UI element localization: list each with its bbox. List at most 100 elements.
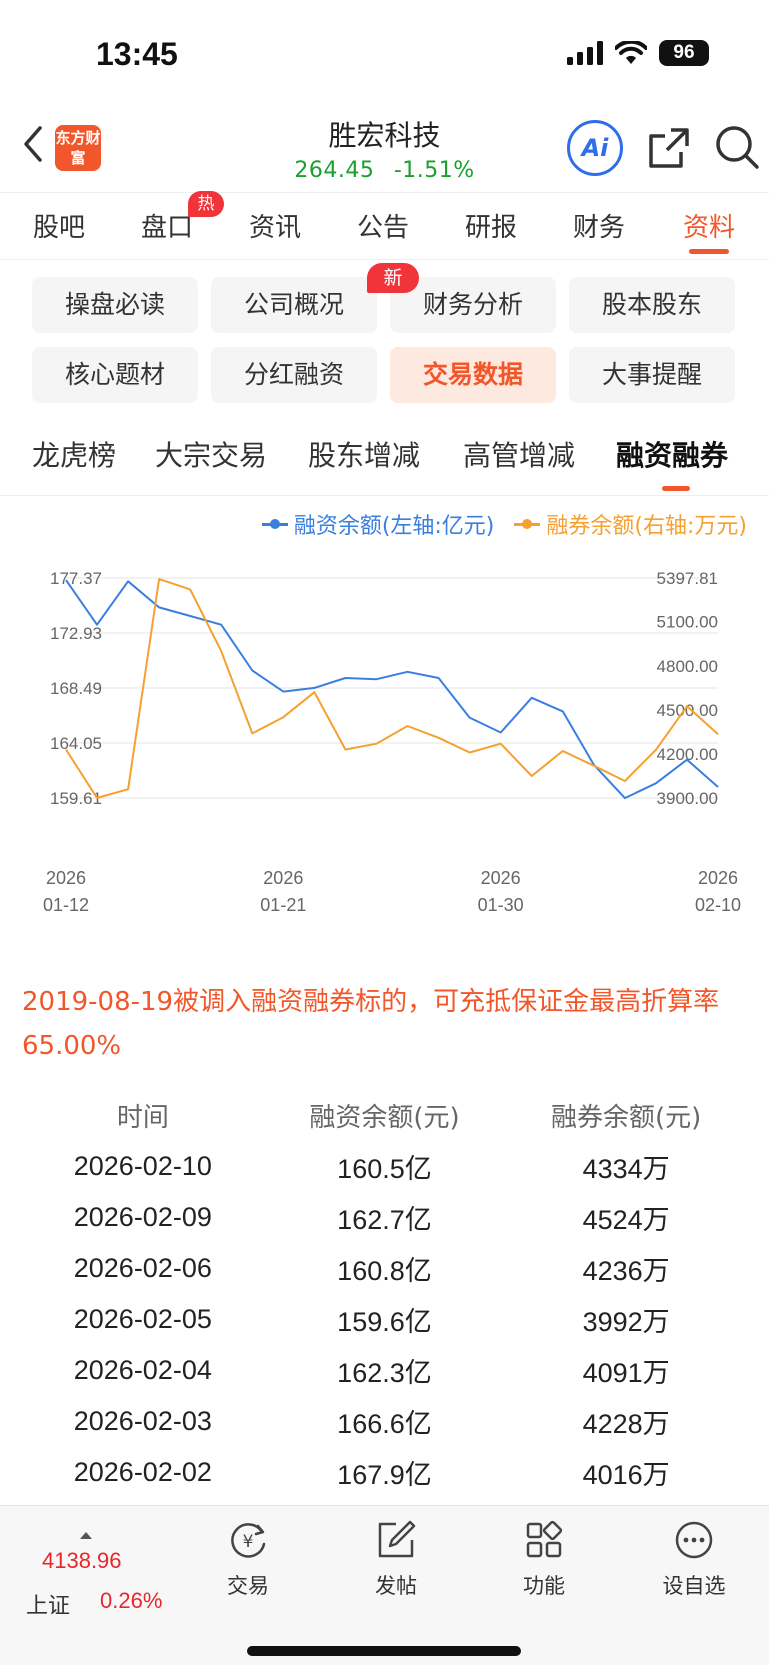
signal-icon bbox=[567, 41, 603, 65]
tab-executive-changes[interactable]: 高管增减 bbox=[463, 439, 576, 472]
stock-quote: 264.45 -1.51% bbox=[0, 158, 769, 183]
margin-table: 时间 融资余额(元) 融券余额(元) 2026-02-10 160.5亿 433… bbox=[22, 1090, 747, 1498]
right-axis-tick-label: 4500.00 bbox=[657, 701, 718, 720]
tab-news[interactable]: 资讯 bbox=[248, 213, 301, 243]
trade-label: 交易 bbox=[227, 1574, 269, 1598]
right-axis-tick-label: 4200.00 bbox=[657, 745, 718, 764]
sub-btn-must-read[interactable]: 操盘必读 bbox=[32, 277, 198, 333]
table-row: 2026-02-04 162.3亿 4091万 bbox=[22, 1345, 747, 1396]
index-value: 4138.96 bbox=[42, 1548, 122, 1573]
search-icon[interactable] bbox=[714, 124, 760, 170]
ai-assistant-button[interactable]: Ai bbox=[567, 120, 623, 176]
x-tick-year: 2026 bbox=[481, 868, 521, 888]
cell-securities: 4334万 bbox=[582, 1154, 670, 1184]
tab-profile[interactable]: 资料 bbox=[682, 213, 735, 243]
tab-research[interactable]: 研报 bbox=[464, 213, 517, 243]
index-change: 0.26% bbox=[100, 1588, 163, 1613]
home-indicator[interactable] bbox=[247, 1646, 521, 1656]
right-axis-tick-label: 5100.00 bbox=[657, 613, 718, 632]
stock-header: 东方财富 胜宏科技 264.45 -1.51% Ai bbox=[0, 108, 769, 192]
back-icon[interactable] bbox=[18, 124, 48, 164]
left-axis-tick-label: 164.05 bbox=[50, 734, 102, 753]
table-row: 2026-02-02 167.9亿 4016万 bbox=[22, 1447, 747, 1498]
header-financing: 融资余额(元) bbox=[309, 1103, 460, 1133]
share-icon[interactable] bbox=[647, 126, 691, 170]
tab-announcements[interactable]: 公告 bbox=[356, 213, 409, 243]
sub-btn-trading-data[interactable]: 交易数据 bbox=[390, 347, 556, 403]
left-axis-tick-label: 177.37 bbox=[50, 569, 102, 588]
post-icon bbox=[378, 1520, 416, 1558]
expand-up-icon bbox=[80, 1532, 92, 1539]
add-watchlist-button[interactable]: 设自选 bbox=[644, 1518, 744, 1600]
wifi-icon bbox=[615, 41, 647, 64]
table-row: 2026-02-03 166.6亿 4228万 bbox=[22, 1396, 747, 1447]
securities-balance-line bbox=[65, 578, 719, 799]
cell-date: 2026-02-06 bbox=[73, 1253, 212, 1283]
legend-financing-marker bbox=[261, 518, 288, 529]
cell-securities: 4236万 bbox=[582, 1256, 670, 1286]
status-time: 13:45 bbox=[96, 36, 178, 72]
x-tick-date: 01-30 bbox=[478, 895, 524, 915]
cell-date: 2026-02-03 bbox=[73, 1406, 212, 1436]
cell-financing: 159.6亿 bbox=[337, 1307, 432, 1337]
post-button[interactable]: 发帖 bbox=[346, 1518, 446, 1600]
sub-btn-core-themes[interactable]: 核心题材 bbox=[32, 347, 198, 403]
trade-button[interactable]: ¥ 交易 bbox=[198, 1518, 298, 1600]
add-watchlist-label: 设自选 bbox=[662, 1574, 726, 1598]
tab-holder-changes[interactable]: 股东增减 bbox=[308, 439, 421, 472]
status-icons: 96 bbox=[567, 40, 709, 66]
sub-btn-financial-analysis[interactable]: 财务分析 bbox=[390, 277, 556, 333]
table-row: 2026-02-06 160.8亿 4236万 bbox=[22, 1243, 747, 1294]
hot-badge: 热 bbox=[188, 191, 224, 217]
bottom-toolbar: 4138.96 上证 0.26% ¥ 交易 发帖 功能 bbox=[0, 1505, 769, 1665]
x-tick-year: 2026 bbox=[698, 868, 738, 888]
stock-name: 胜宏科技 bbox=[328, 119, 441, 152]
tab-block-trade[interactable]: 大宗交易 bbox=[155, 439, 268, 472]
x-tick-date: 02-10 bbox=[695, 895, 741, 915]
chart-plot[interactable]: 177.37 172.93 168.49 164.05 159.61 5397.81 510… bbox=[0, 500, 769, 920]
x-tick-date: 01-12 bbox=[43, 895, 89, 915]
table-row: 2026-02-09 162.7亿 4524万 bbox=[22, 1192, 747, 1243]
cell-date: 2026-02-04 bbox=[73, 1355, 212, 1385]
tab-dragon-tiger[interactable]: 龙虎榜 bbox=[32, 439, 117, 472]
left-axis-tick-label: 168.49 bbox=[50, 679, 102, 698]
sub-btn-dividend-financing[interactable]: 分红融资 bbox=[211, 347, 377, 403]
left-axis-tick-label: 172.93 bbox=[50, 624, 102, 643]
tab-finance[interactable]: 财务 bbox=[572, 213, 625, 243]
cell-date: 2026-02-10 bbox=[73, 1151, 212, 1181]
table-row: 2026-02-10 160.5亿 4334万 bbox=[22, 1141, 747, 1192]
active-trade-tab-indicator bbox=[662, 486, 690, 491]
status-bar: 13:45 96 bbox=[0, 0, 769, 100]
cell-date: 2026-02-02 bbox=[73, 1457, 212, 1487]
sub-btn-company-overview[interactable]: 公司概况 bbox=[211, 277, 377, 333]
grid-icon bbox=[526, 1520, 563, 1558]
right-axis-tick-label: 5397.81 bbox=[657, 569, 718, 588]
stock-change: -1.51% bbox=[393, 158, 475, 183]
cell-financing: 162.7亿 bbox=[337, 1205, 432, 1235]
cell-date: 2026-02-05 bbox=[73, 1304, 212, 1334]
tab-margin-trading[interactable]: 融资融券 bbox=[616, 439, 729, 472]
legend-securities-marker bbox=[514, 518, 541, 529]
header-securities: 融券余额(元) bbox=[550, 1103, 702, 1133]
tab-pankou[interactable]: 盘口 bbox=[140, 213, 193, 243]
x-tick-date: 01-21 bbox=[260, 895, 306, 915]
legend-financing-label: 融资余额(左轴:亿元) bbox=[293, 514, 495, 539]
app-logo: 东方财富 bbox=[55, 125, 101, 171]
cell-financing: 166.6亿 bbox=[337, 1409, 432, 1439]
right-axis-tick-label: 3900.00 bbox=[657, 789, 718, 808]
tab-guba[interactable]: 股吧 bbox=[32, 213, 85, 243]
sub-btn-shareholders[interactable]: 股本股东 bbox=[569, 277, 735, 333]
x-tick-year: 2026 bbox=[263, 868, 303, 888]
svg-text:¥: ¥ bbox=[243, 1532, 254, 1552]
sub-btn-event-reminders[interactable]: 大事提醒 bbox=[569, 347, 735, 403]
more-icon bbox=[675, 1521, 713, 1559]
legend-securities[interactable]: 融券余额(右轴:万元) bbox=[514, 508, 747, 540]
legend-financing[interactable]: 融资余额(左轴:亿元) bbox=[261, 508, 495, 540]
table-header: 时间 融资余额(元) 融券余额(元) bbox=[22, 1090, 747, 1141]
trade-icon: ¥ bbox=[231, 1523, 266, 1558]
features-button[interactable]: 功能 bbox=[494, 1518, 594, 1600]
cell-date: 2026-02-09 bbox=[73, 1202, 212, 1232]
table-row: 2026-02-05 159.6亿 3992万 bbox=[22, 1294, 747, 1345]
new-badge: 新 bbox=[367, 263, 419, 293]
cell-securities: 4524万 bbox=[582, 1205, 670, 1235]
